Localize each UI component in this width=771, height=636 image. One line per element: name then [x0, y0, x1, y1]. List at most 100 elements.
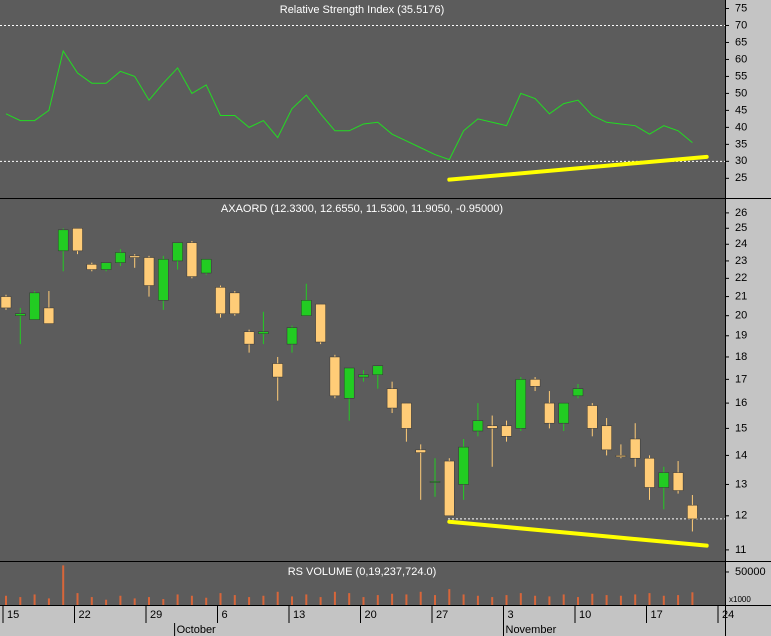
candle-body: [286, 327, 298, 345]
volume-bar: [376, 595, 379, 605]
y-tick-label: 16: [735, 397, 747, 409]
y-tick-label: 24: [735, 238, 747, 250]
volume-bar: [62, 565, 65, 605]
y-tick-label: 23: [735, 255, 747, 267]
y-tick-label: 13: [735, 478, 747, 490]
y-tick-label: 30: [735, 155, 747, 167]
volume-bar: [305, 594, 308, 605]
y-tick-label: 60: [735, 53, 747, 65]
candle-body: [501, 425, 512, 437]
volume-bar: [233, 595, 236, 605]
volume-bar: [47, 598, 50, 605]
volume-bar: [119, 595, 122, 605]
y-tick-label: 21: [735, 290, 747, 302]
candle-body: [544, 402, 555, 424]
volume-bar: [76, 593, 79, 605]
date-axis-area: [0, 605, 771, 636]
y-tick-label: 17: [735, 373, 747, 385]
candle-body: [358, 374, 369, 378]
volume-bar: [434, 595, 436, 605]
y-tick-label: 55: [735, 70, 747, 82]
volume-bar: [90, 597, 93, 605]
candle-body: [558, 402, 569, 424]
y-tick-label: 25: [735, 222, 747, 234]
candle-body: [43, 307, 55, 324]
volume-bar: [605, 595, 608, 605]
candle-body: [601, 425, 612, 451]
volume-bar: [534, 595, 537, 605]
candle-body: [229, 292, 241, 314]
x-tick-label: 6: [222, 609, 228, 621]
candle-body: [129, 255, 140, 258]
candle-body: [215, 287, 226, 314]
rsi-line: [5, 49, 693, 161]
volume-bar: [219, 593, 222, 605]
candle-body: [29, 292, 40, 320]
y-tick-label: 40: [735, 121, 747, 133]
y-tick-label: 35: [735, 138, 747, 150]
y-tick-label: 19: [735, 330, 747, 342]
volume-bar: [391, 593, 394, 605]
y-tick-label: 12: [735, 510, 747, 522]
right-axis-area: [725, 0, 771, 636]
candle-body: [100, 262, 112, 270]
volume-title: RS VOLUME (0,19,237,724.0): [288, 566, 437, 578]
volume-bar: [148, 597, 150, 605]
volume-bar: [162, 599, 165, 605]
x-tick-label: 3: [508, 609, 514, 621]
volume-bar: [205, 597, 208, 605]
y-tick-label: 14: [735, 449, 747, 461]
candle-body: [301, 300, 312, 316]
candle-body: [258, 331, 269, 334]
candle-body: [200, 258, 212, 274]
y-tick-label: 15: [735, 422, 747, 434]
candle-body: [315, 303, 326, 343]
y-tick-label: 11: [735, 544, 746, 556]
candle-body: [343, 367, 355, 399]
y-tick-label: 45: [735, 104, 747, 116]
volume-bar: [691, 592, 694, 605]
x-tick-label: 10: [579, 609, 591, 621]
candle-body: [629, 438, 641, 459]
candle-body: [115, 252, 126, 263]
volume-bar: [505, 595, 508, 605]
volume-bar: [333, 591, 336, 605]
x-tick-label: 22: [79, 609, 91, 621]
volume-bar: [562, 594, 565, 605]
volume-bar: [677, 595, 680, 605]
candle-body: [329, 356, 341, 397]
volume-bar: [262, 595, 265, 605]
volume-bar: [491, 597, 494, 605]
y-tick-label: 50: [735, 87, 747, 99]
unit-label: x1000: [729, 595, 751, 604]
y-tick-label: 50000: [735, 566, 766, 578]
candle-body: [644, 457, 655, 488]
candle-body: [615, 455, 627, 458]
month-label: October: [177, 624, 216, 636]
rsi-title: Relative Strength Index (35.5176): [280, 4, 445, 16]
x-tick-label: 27: [436, 609, 448, 621]
volume-bar: [33, 594, 36, 605]
candle-body: [72, 228, 83, 252]
x-tick-label: 13: [293, 609, 305, 621]
y-tick-label: 18: [735, 351, 747, 363]
y-tick-label: 22: [735, 272, 747, 284]
candle-body: [158, 258, 169, 301]
volume-bar: [276, 591, 279, 605]
volume-bar: [619, 595, 622, 605]
candle-body: [472, 420, 484, 432]
x-tick-label: 20: [365, 609, 377, 621]
volume-bar: [405, 594, 408, 605]
candle-body: [272, 363, 283, 378]
volume-bar: [133, 598, 136, 605]
y-tick-label: 26: [735, 207, 747, 219]
candle-body: [672, 472, 684, 491]
volume-bar: [448, 589, 451, 605]
volume-bar: [348, 593, 351, 605]
volume-bar: [291, 596, 293, 605]
volume-bar: [548, 596, 551, 605]
candle-body: [243, 331, 255, 345]
